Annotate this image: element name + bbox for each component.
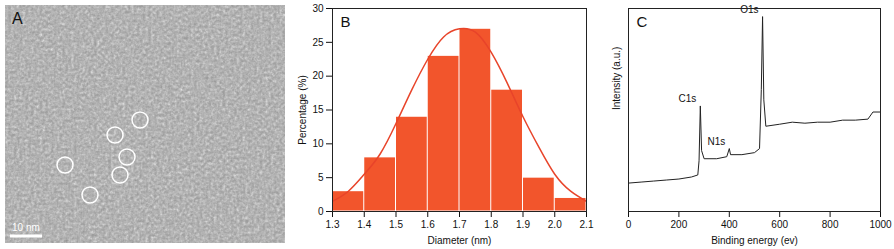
- svg-text:20: 20: [312, 70, 324, 81]
- svg-text:B: B: [341, 13, 351, 30]
- svg-text:400: 400: [721, 219, 738, 230]
- svg-text:0: 0: [626, 219, 632, 230]
- svg-text:1000: 1000: [869, 219, 892, 230]
- svg-text:1.4: 1.4: [357, 219, 371, 230]
- svg-text:10 nm: 10 nm: [12, 222, 40, 233]
- svg-text:10: 10: [312, 138, 324, 149]
- svg-text:2.1: 2.1: [580, 219, 594, 230]
- svg-text:C1s: C1s: [679, 93, 697, 104]
- svg-text:1.3: 1.3: [326, 219, 340, 230]
- svg-text:25: 25: [312, 37, 324, 48]
- svg-text:N1s: N1s: [708, 136, 726, 147]
- svg-text:0: 0: [318, 206, 324, 217]
- svg-text:1.8: 1.8: [484, 219, 498, 230]
- svg-text:C: C: [637, 13, 648, 30]
- svg-text:30: 30: [312, 3, 324, 14]
- svg-text:5: 5: [318, 172, 324, 183]
- svg-text:A: A: [12, 10, 23, 27]
- svg-text:15: 15: [312, 104, 324, 115]
- svg-text:O1s: O1s: [740, 4, 758, 15]
- svg-text:200: 200: [671, 219, 688, 230]
- svg-text:Percentage (%): Percentage (%): [297, 75, 308, 144]
- svg-text:600: 600: [771, 219, 788, 230]
- svg-text:800: 800: [822, 219, 839, 230]
- svg-text:1.7: 1.7: [453, 219, 467, 230]
- svg-text:1.5: 1.5: [389, 219, 403, 230]
- svg-text:1.6: 1.6: [421, 219, 435, 230]
- svg-text:Intensity (a.u.): Intensity (a.u.): [611, 47, 622, 110]
- svg-text:1.9: 1.9: [516, 219, 530, 230]
- svg-text:Diameter (nm): Diameter (nm): [428, 235, 492, 246]
- svg-text:2.0: 2.0: [548, 219, 562, 230]
- svg-text:Binding energy (ev): Binding energy (ev): [711, 235, 798, 246]
